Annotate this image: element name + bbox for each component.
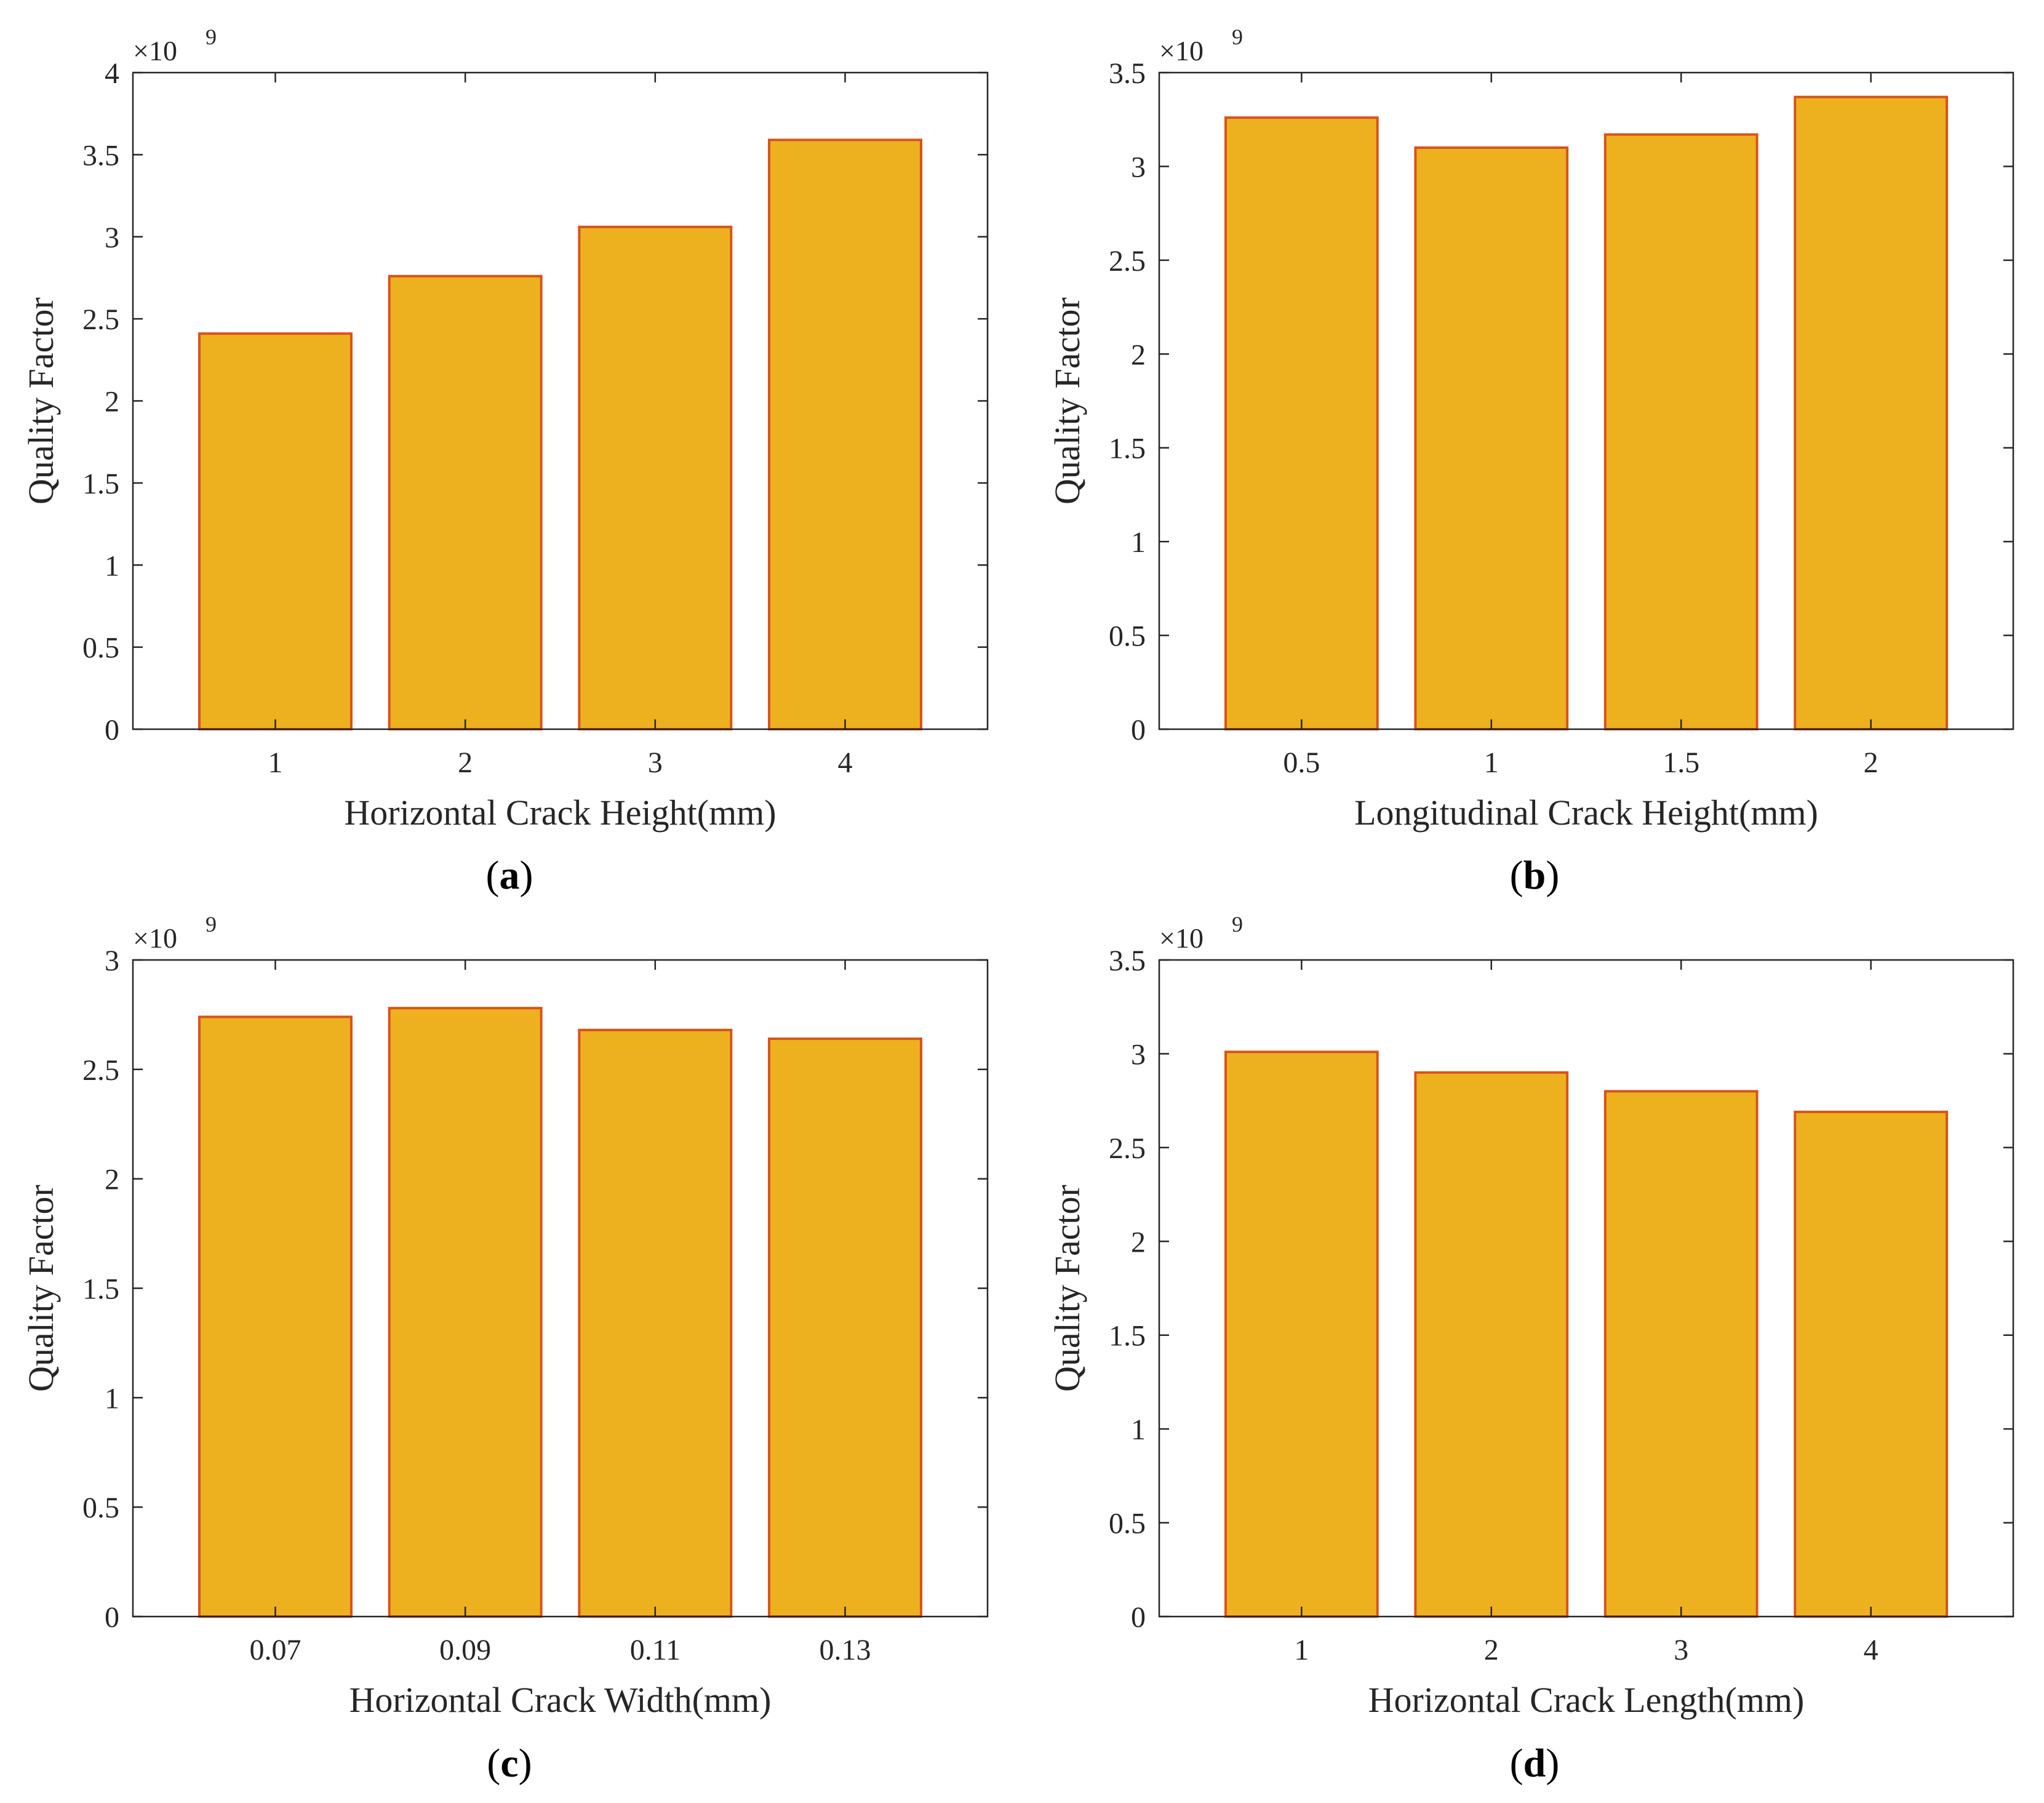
- y-tick-label: 2.5: [82, 303, 119, 336]
- y-tick-label: 3: [1131, 1038, 1146, 1071]
- axes-box: [1158, 959, 2014, 1618]
- y-tick-label: 2: [1131, 338, 1146, 371]
- x-tick-label: 0.07: [250, 1634, 301, 1666]
- y-tick-label: 1.5: [1109, 1320, 1146, 1353]
- y-tick-label: 3.5: [1109, 945, 1146, 977]
- chart-panel-d: 0 0.5 1 1.5 2 2.5 3 3.5 1 2 3 4 ×10 9 Horizontal Crack…: [1047, 912, 2014, 1720]
- x-tick-label: 0.09: [439, 1634, 491, 1666]
- bar: [578, 225, 733, 730]
- y-tick-label: 1: [105, 550, 119, 582]
- x-tick-label: 4: [838, 746, 853, 779]
- x-axis-label: Longitudinal Crack Height(mm): [1354, 793, 1818, 833]
- bar: [198, 332, 353, 730]
- y-tick-label: 0: [1131, 1601, 1146, 1634]
- y-tick-label: 1.5: [82, 468, 119, 500]
- bar: [1794, 1110, 1949, 1618]
- bar: [1603, 133, 1759, 731]
- x-tick-label: 0.11: [630, 1634, 681, 1666]
- exponent-label: ×10: [1159, 35, 1204, 66]
- y-tick-label: 3: [105, 222, 119, 254]
- y-axis-label: Quality Factor: [1047, 297, 1087, 505]
- x-tick-label: 2: [458, 746, 473, 779]
- y-tick-label: 2.5: [1109, 1132, 1146, 1165]
- x-tick-label: 3: [648, 746, 663, 779]
- x-tick-label: 4: [1864, 1634, 1878, 1666]
- x-tick-label: 2: [1484, 1634, 1499, 1666]
- exponent-superscript: 9: [1232, 25, 1243, 49]
- y-tick-label: 2.5: [82, 1054, 119, 1087]
- panel-label-c: (c): [487, 1741, 532, 1786]
- y-tick-label: 0.5: [82, 632, 119, 665]
- x-tick-label: 0.13: [820, 1634, 871, 1666]
- exponent-superscript: 9: [206, 912, 217, 937]
- bar: [1224, 116, 1379, 730]
- y-tick-label: 1: [1131, 526, 1146, 559]
- y-tick-label: 1: [1131, 1413, 1146, 1446]
- y-tick-label: 2: [105, 386, 119, 418]
- chart-panel-a: 0 0.5 1 1.5 2 2.5 3 3.5 4 1 2 3 4 ×10 9 Horizontal Crac…: [21, 25, 989, 833]
- bar: [1794, 95, 1949, 730]
- x-tick-label: 1: [268, 746, 283, 779]
- y-axis-label: Quality Factor: [21, 297, 61, 505]
- x-tick-label: 0.5: [1283, 746, 1320, 779]
- bar: [198, 1015, 353, 1618]
- y-tick-label: 0: [1131, 714, 1146, 746]
- x-tick-label: 3: [1674, 1634, 1688, 1666]
- exponent-label: ×10: [133, 922, 177, 954]
- y-tick-label: 3: [1131, 151, 1146, 183]
- x-axis-label: Horizontal Crack Height(mm): [344, 793, 776, 833]
- x-tick-label: 1: [1484, 746, 1499, 779]
- exponent-label: ×10: [133, 35, 177, 66]
- bar: [768, 138, 922, 730]
- y-tick-label: 1.5: [1109, 433, 1146, 465]
- y-tick-label: 2.5: [1109, 245, 1146, 278]
- bar: [768, 1037, 922, 1618]
- panel-label-d: (d): [1509, 1741, 1560, 1786]
- bar: [388, 1007, 543, 1618]
- y-tick-label: 1: [105, 1382, 119, 1415]
- y-axis-label: Quality Factor: [21, 1185, 61, 1392]
- bar: [1414, 1071, 1569, 1618]
- x-axis-label: Horizontal Crack Length(mm): [1368, 1680, 1805, 1720]
- chart-panel-b: 0 0.5 1 1.5 2 2.5 3 3.5 0.5 1 1.5 2 ×10 9 Longitudinal…: [1047, 25, 2014, 833]
- y-tick-label: 3.5: [82, 139, 119, 172]
- y-tick-label: 4: [105, 57, 119, 90]
- panel-label-a: (a): [485, 853, 533, 898]
- chart-panel-c: 0 0.5 1 1.5 2 2.5 3 0.07 0.09 0.11 0.13 ×10 9 Horizon…: [21, 912, 989, 1720]
- y-tick-label: 0.5: [1109, 620, 1146, 653]
- y-tick-label: 1.5: [82, 1273, 119, 1306]
- y-tick-label: 2: [1131, 1226, 1146, 1258]
- x-axis-label: Horizontal Crack Width(mm): [349, 1680, 772, 1720]
- bar: [578, 1028, 733, 1618]
- exponent-superscript: 9: [1232, 912, 1243, 937]
- y-tick-label: 0: [105, 714, 119, 746]
- y-tick-label: 0: [105, 1601, 119, 1634]
- x-tick-label: 2: [1864, 746, 1878, 779]
- exponent-label: ×10: [1159, 922, 1204, 954]
- y-tick-label: 0.5: [1109, 1508, 1146, 1540]
- bar: [1414, 146, 1569, 730]
- bar: [388, 274, 543, 730]
- x-tick-label: 1: [1294, 1634, 1309, 1666]
- x-tick-label: 1.5: [1663, 746, 1699, 779]
- y-axis-label: Quality Factor: [1047, 1185, 1087, 1392]
- bar: [1603, 1090, 1759, 1618]
- bar: [1224, 1050, 1379, 1618]
- y-tick-label: 3.5: [1109, 57, 1146, 90]
- y-tick-label: 0.5: [82, 1492, 119, 1524]
- exponent-superscript: 9: [206, 25, 217, 49]
- axes-box: [1158, 71, 2014, 730]
- panel-label-b: (b): [1509, 853, 1560, 898]
- y-tick-label: 3: [105, 945, 119, 977]
- y-tick-label: 2: [105, 1164, 119, 1196]
